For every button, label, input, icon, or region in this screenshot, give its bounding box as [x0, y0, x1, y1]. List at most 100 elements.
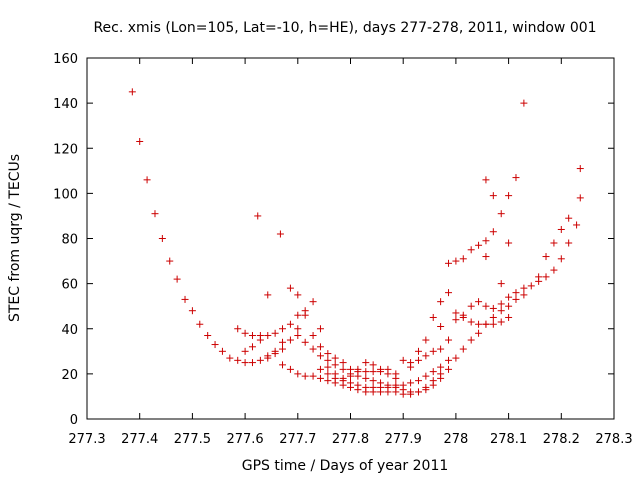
- data-point: [445, 365, 453, 373]
- data-point: [437, 374, 445, 382]
- data-point: [248, 343, 256, 351]
- data-point: [505, 192, 513, 200]
- data-point: [573, 221, 581, 229]
- data-point: [211, 341, 219, 349]
- data-point: [467, 246, 475, 254]
- data-point: [286, 365, 294, 373]
- data-point: [512, 174, 520, 182]
- y-tick-label: 80: [61, 233, 78, 248]
- data-point: [271, 347, 279, 355]
- data-point: [384, 383, 392, 391]
- data-point: [316, 343, 324, 351]
- data-point: [354, 372, 362, 380]
- data-point: [452, 354, 460, 362]
- data-point: [542, 253, 550, 261]
- x-tick-label: 277.5: [174, 432, 211, 447]
- data-point: [264, 352, 272, 360]
- data-point: [331, 354, 339, 362]
- data-point: [445, 289, 453, 297]
- data-point: [565, 239, 573, 247]
- data-point: [422, 372, 430, 380]
- data-point: [505, 293, 513, 301]
- data-point: [505, 313, 513, 321]
- data-point: [324, 350, 332, 358]
- data-point: [512, 289, 520, 297]
- data-point: [294, 311, 302, 319]
- data-point: [505, 302, 513, 310]
- data-point: [384, 370, 392, 378]
- data-point: [497, 280, 505, 288]
- data-point: [226, 354, 234, 362]
- data-point: [362, 359, 370, 367]
- data-point: [407, 388, 415, 396]
- data-point: [248, 359, 256, 367]
- data-point: [467, 302, 475, 310]
- data-point: [188, 307, 196, 315]
- data-point: [445, 336, 453, 344]
- y-tick-label: 20: [61, 368, 78, 383]
- data-point: [520, 284, 528, 292]
- data-point: [234, 325, 242, 333]
- data-point: [429, 381, 437, 389]
- data-point: [256, 336, 264, 344]
- data-point: [316, 325, 324, 333]
- data-point: [459, 345, 467, 353]
- y-tick-label: 100: [53, 187, 78, 202]
- data-point: [324, 363, 332, 371]
- data-point: [497, 300, 505, 308]
- data-point: [445, 259, 453, 267]
- data-point: [324, 356, 332, 364]
- data-point: [542, 273, 550, 281]
- data-point: [576, 194, 584, 202]
- data-point: [475, 298, 483, 306]
- data-point: [377, 368, 385, 376]
- data-point: [369, 368, 377, 376]
- data-point: [271, 329, 279, 337]
- data-point: [309, 332, 317, 340]
- x-tick-label: 277.3: [68, 432, 105, 447]
- data-point: [347, 379, 354, 387]
- data-point: [339, 365, 347, 373]
- data-point: [264, 332, 272, 340]
- data-point: [331, 361, 339, 369]
- data-point: [234, 356, 242, 364]
- data-point: [294, 332, 302, 340]
- y-tick-label: 160: [53, 52, 78, 67]
- data-point: [286, 284, 294, 292]
- data-point: [489, 192, 497, 200]
- y-tick-label: 0: [70, 413, 78, 428]
- data-point: [316, 374, 324, 382]
- data-point: [279, 338, 287, 346]
- data-point: [399, 356, 407, 364]
- data-point: [497, 210, 505, 218]
- data-point: [331, 370, 339, 378]
- data-point: [437, 322, 445, 330]
- data-point: [204, 332, 212, 340]
- data-point: [407, 363, 415, 371]
- data-point: [482, 302, 490, 310]
- data-point: [437, 298, 445, 306]
- data-point: [286, 320, 294, 328]
- x-tick-label: 278: [443, 432, 468, 447]
- data-point: [520, 99, 528, 107]
- data-point: [377, 383, 385, 391]
- data-point: [535, 273, 543, 281]
- x-axis-label: GPS time / Days of year 2011: [242, 458, 449, 474]
- y-axis-label: STEC from uqrg / TECUs: [7, 154, 23, 322]
- data-point: [512, 295, 520, 303]
- data-point: [429, 347, 437, 355]
- data-point: [143, 176, 151, 184]
- data-point: [475, 329, 483, 337]
- data-point: [414, 377, 422, 385]
- y-tick-label: 40: [61, 323, 78, 338]
- data-point: [309, 372, 317, 380]
- data-point: [414, 388, 422, 396]
- data-point: [279, 325, 287, 333]
- x-tick-label: 277.9: [385, 432, 422, 447]
- data-point: [399, 386, 407, 394]
- chart-title: Rec. xmis (Lon=105, Lat=-10, h=HE), days…: [93, 20, 596, 36]
- data-point: [309, 345, 317, 353]
- x-tick-label: 277.7: [279, 432, 316, 447]
- data-point: [151, 210, 159, 218]
